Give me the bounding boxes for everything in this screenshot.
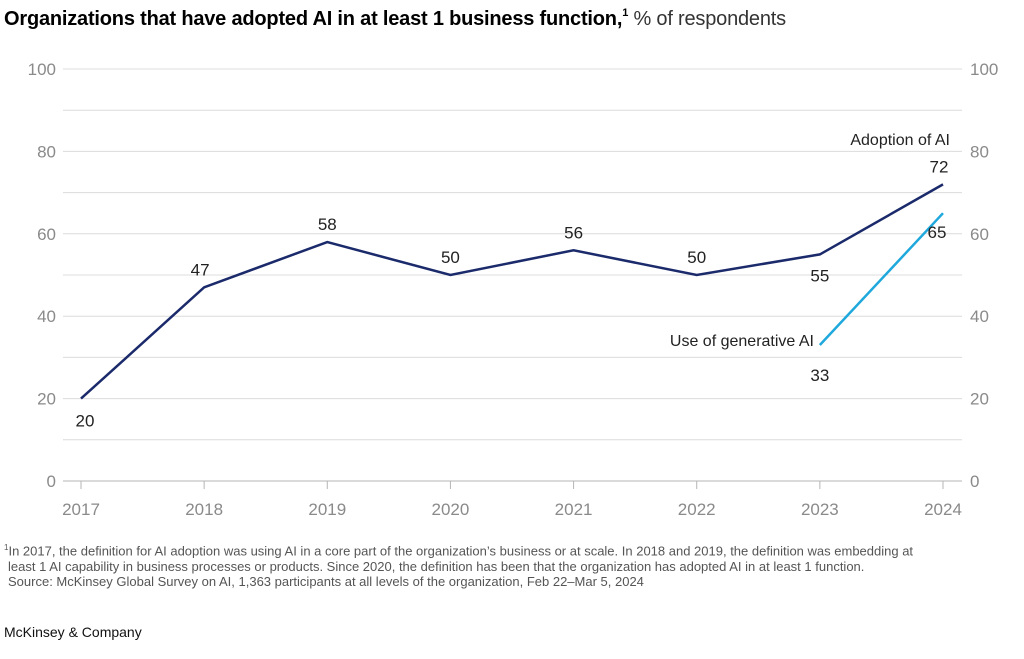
data-labels: 20 47 58 50 56 50 55 72 33 65 [76,157,949,430]
x-tick-label: 2021 [555,500,593,519]
x-tick-label: 2020 [432,500,470,519]
data-label-generative-ai: 65 [928,223,947,242]
data-label-adoption: 55 [810,266,829,285]
x-tick-label: 2017 [62,500,100,519]
data-label-adoption: 20 [76,412,95,431]
y-axis-left: 0 20 40 60 80 100 [28,60,56,491]
y-tick-label-left: 100 [28,60,56,79]
data-label-adoption: 72 [930,157,949,176]
data-label-adoption: 50 [441,248,460,267]
generative-ai-line [818,212,944,346]
footnote: 1In 2017, the definition for AI adoption… [4,540,1014,590]
footnote-source: Source: McKinsey Global Survey on AI, 1,… [8,574,644,590]
footnote-line-1: 1In 2017, the definition for AI adoption… [4,540,1014,559]
y-tick-label-right: 40 [970,307,989,326]
data-label-adoption: 56 [564,223,583,242]
brand-logo: McKinsey & Company [4,624,142,640]
x-tick-label: 2018 [185,500,223,519]
y-axis-right: 0 20 40 60 80 100 [970,60,998,491]
y-tick-label-right: 60 [970,225,989,244]
x-tick-label: 2022 [678,500,716,519]
x-tick-label: 2019 [308,500,346,519]
data-label-generative-ai: 33 [810,366,829,385]
gridlines [63,68,962,482]
series-label-adoption: Adoption of AI [850,132,950,149]
data-label-adoption: 58 [318,215,337,234]
x-tick-label: 2024 [924,500,962,519]
y-tick-label-right: 80 [970,142,989,161]
x-axis: 2017 2018 2019 2020 2021 2022 2023 2024 [62,481,962,519]
y-tick-label-left: 0 [47,472,56,491]
y-tick-label-left: 40 [37,307,56,326]
data-label-adoption: 50 [687,248,706,267]
y-tick-label-right: 100 [970,60,998,79]
y-tick-label-right: 0 [970,472,979,491]
series-lines [80,183,944,400]
footnote-line-2: least 1 AI capability in business proces… [8,558,865,574]
adoption-of-ai-line [80,183,944,400]
footnote-text-1: In 2017, the definition for AI adoption … [8,543,914,559]
chart-subtitle-unit: % of respondents [628,8,786,30]
series-label-generative-ai: Use of generative AI [670,333,814,350]
data-label-adoption: 47 [191,260,210,279]
title-footnote-marker: 1 [622,7,629,19]
y-tick-label-right: 20 [970,390,989,409]
chart-title-main: Organizations that have adopted AI in at… [4,8,623,30]
y-tick-label-left: 80 [37,142,56,161]
footnote-marker: 1 [4,543,9,552]
y-tick-label-left: 20 [37,390,56,409]
y-tick-label-left: 60 [37,225,56,244]
series-labels: Adoption of AI Use of generative AI [670,132,950,350]
chart-title: Organizations that have adopted AI in at… [4,7,786,31]
x-tick-label: 2023 [801,500,839,519]
